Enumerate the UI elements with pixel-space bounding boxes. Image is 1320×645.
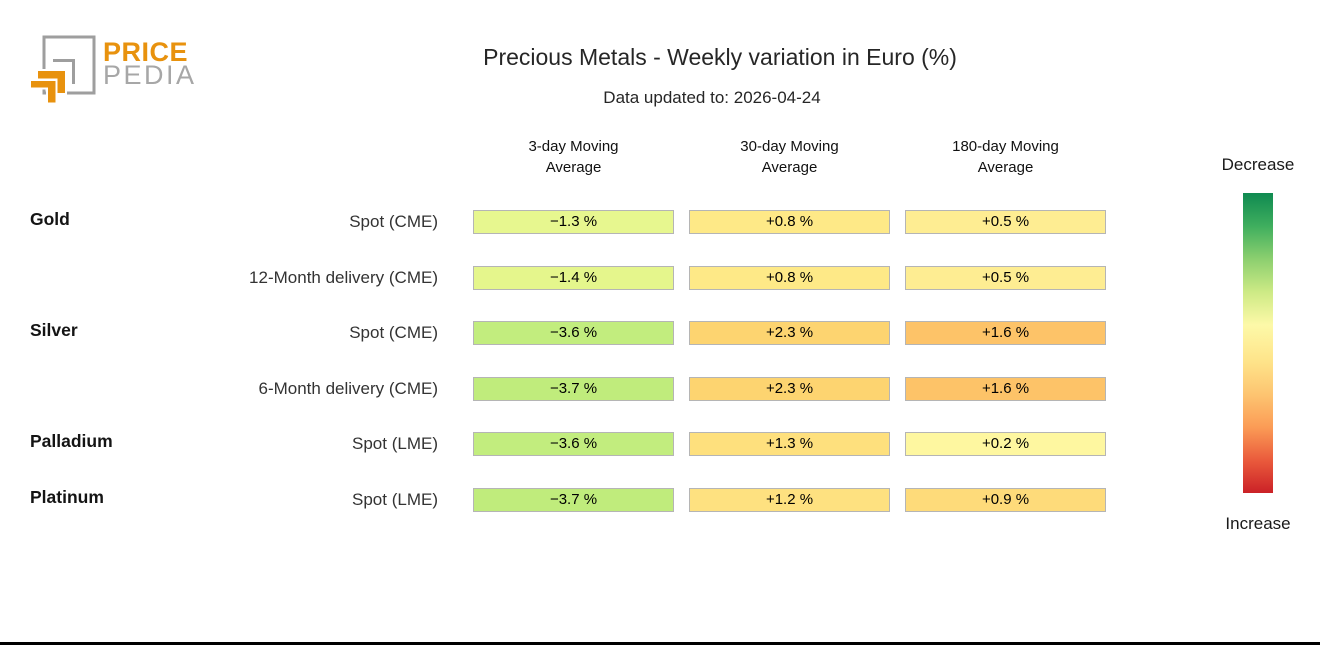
heatmap-cell: −3.6 % — [473, 321, 674, 345]
logo-text-pedia: PEDIA — [103, 60, 197, 90]
heatmap-cell: +0.2 % — [905, 432, 1106, 456]
heatmap-cell: +1.6 % — [905, 376, 1106, 401]
heatmap-cell: +2.3 % — [689, 376, 890, 401]
bottom-edge-bar — [0, 642, 1320, 645]
contract-label: Spot (LME) — [352, 434, 438, 453]
heatmap-cell: −3.7 % — [473, 487, 674, 512]
pricepedia-logo-icon — [30, 35, 96, 105]
metal-label-palladium: Palladium — [30, 431, 113, 451]
heatmap-cell: +0.8 % — [689, 265, 890, 290]
heatmap-cell: +0.5 % — [905, 210, 1106, 234]
contract-label: Spot (CME) — [349, 212, 438, 231]
pricepedia-logo: PRICE PEDIA — [30, 33, 290, 113]
heatmap-cell: +0.9 % — [905, 487, 1106, 512]
heatmap-cell: +1.6 % — [905, 321, 1106, 345]
heatmap-cell: +1.2 % — [689, 487, 890, 512]
column-header-3day: 3-day Moving Average — [528, 138, 619, 176]
heatmap-cell: −1.4 % — [473, 265, 674, 290]
contract-label: Spot (CME) — [349, 323, 438, 342]
legend-decrease-label: Decrease — [1221, 155, 1295, 174]
contract-label: 12-Month delivery (CME) — [249, 267, 438, 287]
heatmap-cell: +0.5 % — [905, 265, 1106, 290]
contract-label: 6-Month delivery (CME) — [258, 378, 439, 398]
contract-label: Spot (LME) — [352, 489, 438, 509]
heatmap-cell: +1.3 % — [689, 432, 890, 456]
page-title: Precious Metals - Weekly variation in Eu… — [483, 44, 957, 70]
heatmap-cell: −3.6 % — [473, 432, 674, 456]
metal-label-silver: Silver — [30, 320, 78, 340]
legend-increase-label: Increase — [1225, 514, 1291, 533]
column-header-180day: 180-day Moving Average — [952, 138, 1059, 176]
heatmap-cell: +0.8 % — [689, 210, 890, 234]
logo-text-price: PRICE — [103, 37, 189, 67]
colorbar-gradient — [1243, 193, 1273, 493]
column-header-30day: 30-day Moving Average — [740, 138, 839, 176]
data-updated-subtitle: Data updated to: 2026-04-24 — [603, 88, 821, 107]
metal-label-gold: Gold — [30, 209, 70, 229]
heatmap-cell: −3.7 % — [473, 376, 674, 401]
heatmap-cell: +2.3 % — [689, 321, 890, 345]
heatmap-cell: −1.3 % — [473, 210, 674, 234]
metal-label-platinum: Platinum — [30, 486, 104, 507]
